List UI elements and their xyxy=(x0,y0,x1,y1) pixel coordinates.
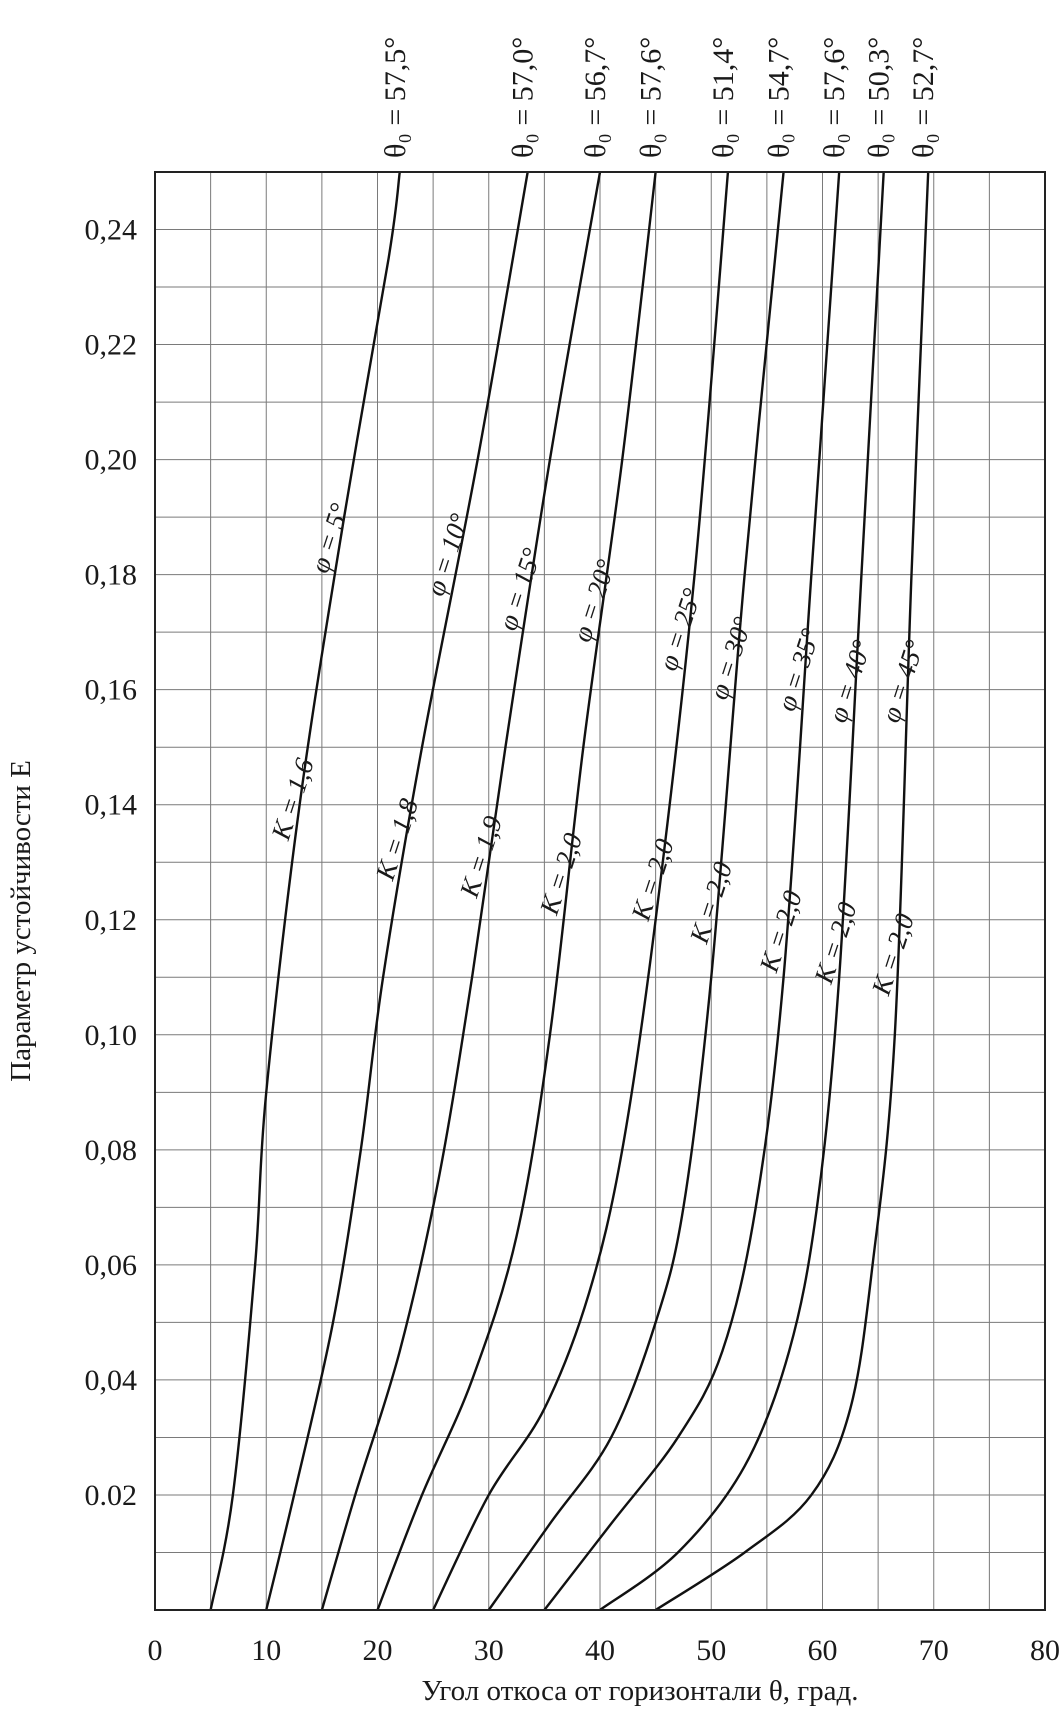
phi-label: φ = 25° xyxy=(653,584,708,674)
k-label: K = 2,0 xyxy=(625,835,680,925)
theta0-label: θ₀ = 52,7° xyxy=(907,37,940,158)
x-tick-label: 30 xyxy=(474,1634,504,1667)
k-label: K = 1,6 xyxy=(265,754,320,844)
series-line xyxy=(320,171,602,1611)
x-tick-label: 70 xyxy=(919,1634,949,1667)
series-line xyxy=(209,171,401,1611)
phi-label: φ = 35° xyxy=(771,625,826,715)
series-line xyxy=(432,171,730,1611)
k-label: K = 2,0 xyxy=(533,829,588,919)
y-tick-label: 0,12 xyxy=(85,904,138,937)
series-line xyxy=(543,171,841,1611)
theta0-label: θ₀ = 50,3° xyxy=(863,37,896,158)
theta0-label: θ₀ = 51,4° xyxy=(707,37,740,158)
y-axis-title: Параметр устойчивости E xyxy=(5,760,37,1082)
series-line xyxy=(654,171,930,1612)
y-tick-label: 0,10 xyxy=(85,1019,138,1052)
plot-frame xyxy=(154,171,1046,1611)
x-tick-label: 0 xyxy=(148,1634,163,1667)
phi-label: φ = 40° xyxy=(822,636,877,726)
x-tick-label: 50 xyxy=(696,1634,726,1667)
k-label: K = 2,0 xyxy=(808,898,863,988)
series-line xyxy=(599,171,885,1611)
y-tick-label: 0,14 xyxy=(85,789,138,822)
series-line xyxy=(376,171,657,1611)
y-tick-label: 0,16 xyxy=(85,674,138,707)
y-tick-label: 0,22 xyxy=(85,329,138,362)
theta0-label: θ₀ = 57,6° xyxy=(818,37,851,158)
curves xyxy=(209,171,930,1612)
k-label: K = 2,0 xyxy=(753,886,808,976)
x-tick-label: 10 xyxy=(251,1634,281,1667)
theta0-label: θ₀ = 54,7° xyxy=(763,37,796,158)
y-tick-label: 0,20 xyxy=(85,444,138,477)
k-label: K = 2,0 xyxy=(683,858,738,948)
theta0-label: θ₀ = 57,5° xyxy=(379,37,412,158)
theta0-label: θ₀ = 56,7° xyxy=(579,37,612,158)
y-tick-label: 0,08 xyxy=(85,1134,138,1167)
series-line xyxy=(265,171,529,1611)
phi-label: φ = 10° xyxy=(420,510,475,600)
x-tick-label: 40 xyxy=(585,1634,615,1667)
y-tick-label: 0,04 xyxy=(85,1364,138,1397)
k-label: K = 2,0 xyxy=(865,909,920,999)
labels: 0 10 20 30 40 50 60 70 80 0.02 0,04 0,06 0,08 0,10 0,1… xyxy=(85,37,1061,1667)
phi-label: φ = 45° xyxy=(875,636,930,726)
theta0-label: θ₀ = 57,6° xyxy=(635,37,668,158)
phi-label: φ = 5° xyxy=(304,500,355,577)
x-tick-label: 80 xyxy=(1030,1634,1060,1667)
y-tick-label: 0.02 xyxy=(85,1479,138,1512)
theta0-label: θ₀ = 57,0° xyxy=(507,37,540,158)
x-tick-label: 20 xyxy=(363,1634,393,1667)
y-tick-label: 0,18 xyxy=(85,559,138,592)
series-line xyxy=(487,171,785,1611)
x-axis-title: Угол откоса от горизонтали θ, град. xyxy=(421,1675,858,1707)
y-tick-label: 0,06 xyxy=(85,1249,138,1282)
x-tick-label: 60 xyxy=(808,1634,838,1667)
phi-label: φ = 15° xyxy=(492,544,547,634)
y-tick-label: 0,24 xyxy=(85,214,138,247)
k-label: K = 1,9 xyxy=(453,812,508,902)
